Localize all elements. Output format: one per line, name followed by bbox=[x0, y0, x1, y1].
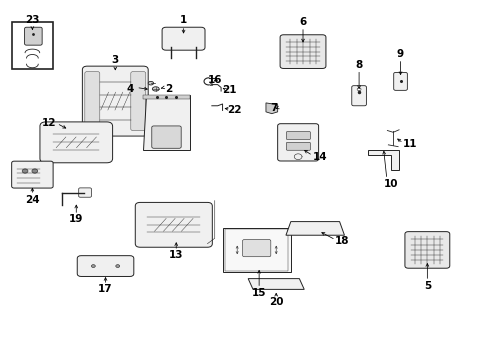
Text: 7: 7 bbox=[269, 103, 277, 113]
FancyBboxPatch shape bbox=[277, 124, 318, 161]
Text: 20: 20 bbox=[268, 297, 283, 307]
Text: 13: 13 bbox=[169, 250, 183, 260]
Text: 16: 16 bbox=[207, 75, 222, 85]
Text: 14: 14 bbox=[312, 152, 327, 162]
Bar bbox=[143, 95, 189, 99]
Ellipse shape bbox=[116, 265, 120, 267]
Polygon shape bbox=[143, 95, 189, 150]
Polygon shape bbox=[265, 103, 277, 114]
Ellipse shape bbox=[32, 169, 38, 173]
Ellipse shape bbox=[91, 265, 95, 267]
Text: 21: 21 bbox=[222, 85, 237, 95]
FancyBboxPatch shape bbox=[151, 126, 181, 148]
Text: 12: 12 bbox=[42, 118, 57, 128]
Text: 10: 10 bbox=[383, 179, 397, 189]
Text: 1: 1 bbox=[180, 15, 187, 26]
Ellipse shape bbox=[152, 87, 159, 91]
FancyBboxPatch shape bbox=[162, 27, 204, 50]
Text: 17: 17 bbox=[98, 284, 113, 294]
Text: 3: 3 bbox=[111, 55, 119, 65]
Ellipse shape bbox=[22, 169, 28, 173]
Text: 19: 19 bbox=[69, 215, 83, 224]
FancyBboxPatch shape bbox=[82, 66, 148, 136]
FancyBboxPatch shape bbox=[280, 35, 325, 68]
FancyBboxPatch shape bbox=[222, 228, 290, 273]
Text: 4: 4 bbox=[126, 84, 133, 94]
Polygon shape bbox=[367, 150, 398, 170]
FancyBboxPatch shape bbox=[79, 188, 91, 197]
FancyBboxPatch shape bbox=[40, 122, 112, 163]
Text: 9: 9 bbox=[396, 49, 403, 59]
Ellipse shape bbox=[209, 84, 212, 86]
FancyBboxPatch shape bbox=[393, 72, 407, 90]
Polygon shape bbox=[285, 222, 344, 235]
Text: 23: 23 bbox=[25, 15, 40, 26]
Text: 15: 15 bbox=[251, 288, 266, 298]
Polygon shape bbox=[247, 279, 304, 289]
FancyBboxPatch shape bbox=[24, 27, 42, 45]
Text: 18: 18 bbox=[334, 236, 348, 246]
Ellipse shape bbox=[148, 81, 153, 85]
FancyBboxPatch shape bbox=[12, 161, 53, 188]
FancyBboxPatch shape bbox=[404, 231, 449, 268]
Text: 24: 24 bbox=[25, 195, 40, 205]
FancyBboxPatch shape bbox=[286, 132, 310, 139]
Text: 6: 6 bbox=[299, 17, 306, 27]
Text: 11: 11 bbox=[402, 139, 417, 149]
Text: 2: 2 bbox=[165, 84, 172, 94]
FancyBboxPatch shape bbox=[242, 239, 270, 257]
Text: 8: 8 bbox=[355, 60, 362, 70]
FancyBboxPatch shape bbox=[286, 142, 310, 150]
FancyBboxPatch shape bbox=[351, 86, 366, 106]
Bar bbox=[12, 22, 53, 69]
FancyBboxPatch shape bbox=[130, 72, 145, 131]
Text: 22: 22 bbox=[227, 105, 242, 115]
FancyBboxPatch shape bbox=[135, 202, 212, 247]
Ellipse shape bbox=[356, 88, 360, 91]
FancyBboxPatch shape bbox=[84, 72, 100, 131]
Text: 5: 5 bbox=[423, 281, 430, 291]
FancyBboxPatch shape bbox=[77, 256, 134, 276]
